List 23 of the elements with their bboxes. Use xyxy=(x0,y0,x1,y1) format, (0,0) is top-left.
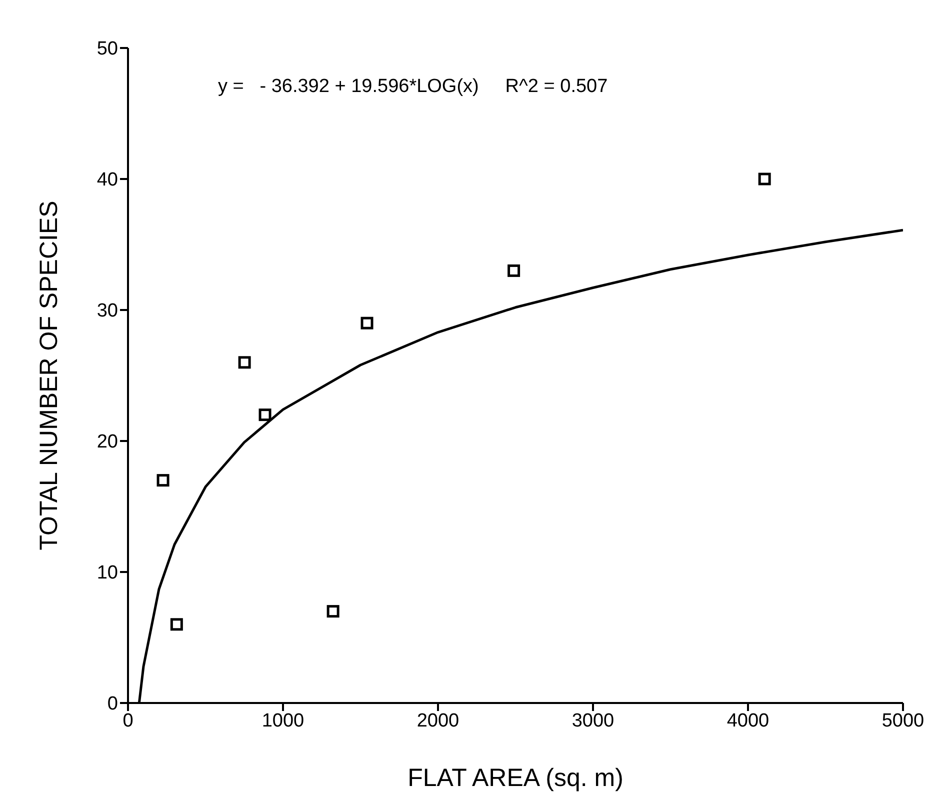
x-tick-label: 2000 xyxy=(416,710,460,732)
y-tick-label: 30 xyxy=(96,300,118,322)
y-tick-label: 50 xyxy=(96,38,118,60)
x-tick-label: 0 xyxy=(122,710,134,732)
y-tick-label: 0 xyxy=(107,694,118,715)
point xyxy=(326,605,340,618)
point xyxy=(156,474,170,487)
point xyxy=(758,172,771,186)
x-axis-title: FLAT AREA (sq. m) xyxy=(408,764,624,792)
x-tick-label: 3000 xyxy=(572,710,614,732)
point xyxy=(170,618,183,631)
x-tick-label: 4000 xyxy=(726,710,770,732)
x-tick-label: 1000 xyxy=(262,710,304,732)
y-tick-label: 20 xyxy=(96,432,118,453)
annotation: y = - 36.392 + 19.596*LOG(x) R^2 = 0.507 xyxy=(218,76,608,98)
point xyxy=(238,356,251,369)
point xyxy=(360,316,374,330)
y-tick-label: 10 xyxy=(96,562,118,584)
x-tick-label: 5000 xyxy=(882,710,924,732)
point xyxy=(258,408,272,422)
y-tick-label: 40 xyxy=(96,170,118,191)
point xyxy=(508,264,520,277)
y-axis-title: TOTAL NUMBER OF SPECIES xyxy=(34,200,63,550)
